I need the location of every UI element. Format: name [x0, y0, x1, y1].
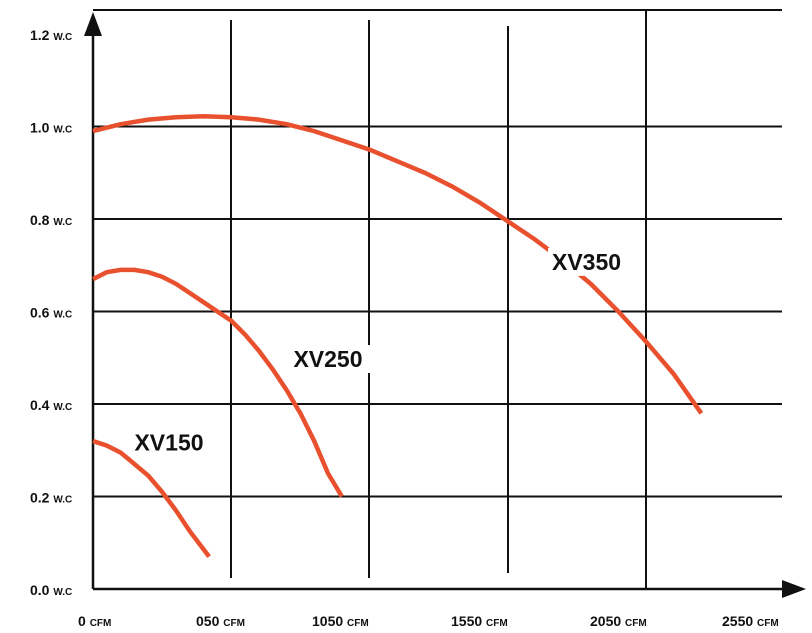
- y-tick-number: 0.0: [30, 582, 53, 598]
- y-tick-label: 0.4 W.C: [30, 397, 72, 413]
- series-label-xv150: XV150: [134, 429, 203, 455]
- y-tick-label: 0.6 W.C: [30, 305, 72, 321]
- y-tick-label: 1.0 W.C: [30, 120, 72, 136]
- y-axis-arrow-icon: [84, 12, 102, 36]
- curves-layer: [91, 114, 704, 558]
- tick-labels: 0.0 W.C0.2 W.C0.4 W.C0.6 W.C0.8 W.C1.0 W…: [30, 27, 779, 629]
- y-tick-number: 0.4: [30, 397, 53, 413]
- x-tick-label: 050 CFM: [196, 613, 245, 629]
- y-tick-number: 1.0: [30, 120, 53, 136]
- x-axis-arrow-icon: [782, 580, 806, 598]
- y-tick-unit: W.C: [53, 32, 72, 43]
- x-tick-label: 1050 CFM: [312, 613, 369, 629]
- curve-xv250: [91, 267, 344, 498]
- y-tick-unit: W.C: [53, 217, 72, 228]
- x-tick-unit: CFM: [223, 618, 245, 629]
- x-tick-number: 2550: [722, 613, 757, 629]
- x-tick-unit: CFM: [90, 618, 112, 629]
- x-tick-label: 2050 CFM: [590, 613, 647, 629]
- y-tick-number: 0.2: [30, 490, 53, 506]
- y-tick-number: 0.8: [30, 212, 53, 228]
- x-tick-number: 1550: [451, 613, 486, 629]
- x-tick-label: 1550 CFM: [451, 613, 508, 629]
- x-tick-number: 0: [78, 613, 90, 629]
- y-tick-number: 0.6: [30, 305, 53, 321]
- x-tick-unit: CFM: [347, 618, 369, 629]
- x-tick-number: 2050: [590, 613, 625, 629]
- x-tick-label: 2550 CFM: [722, 613, 779, 629]
- x-tick-unit: CFM: [486, 618, 508, 629]
- x-tick-unit: CFM: [757, 618, 779, 629]
- series-label-xv250: XV250: [293, 346, 362, 372]
- y-tick-unit: W.C: [53, 402, 72, 413]
- y-tick-number: 1.2: [30, 27, 53, 43]
- y-tick-unit: W.C: [53, 310, 72, 321]
- y-tick-unit: W.C: [53, 125, 72, 136]
- curve-xv150: [92, 438, 211, 558]
- y-tick-label: 1.2 W.C: [30, 27, 72, 43]
- series-label-backing: [130, 428, 217, 457]
- series-label-xv350: XV350: [552, 249, 621, 275]
- y-tick-label: 0.2 W.C: [30, 490, 72, 506]
- series-labels: XV150 XV250 XV350: [130, 247, 634, 457]
- y-tick-unit: W.C: [53, 495, 72, 506]
- series-label-backing: [289, 345, 376, 373]
- x-tick-unit: CFM: [625, 618, 647, 629]
- y-tick-unit: W.C: [53, 587, 72, 598]
- y-tick-label: 0.8 W.C: [30, 212, 72, 228]
- curve-xv350: [92, 114, 704, 415]
- y-tick-label: 0.0 W.C: [30, 582, 72, 598]
- x-tick-number: 1050: [312, 613, 347, 629]
- series-label-backing: [547, 247, 634, 276]
- x-tick-number: 050: [196, 613, 223, 629]
- grid-layer: [93, 9, 782, 589]
- x-tick-label: 0 CFM: [78, 613, 111, 629]
- axis-layer: [84, 12, 806, 598]
